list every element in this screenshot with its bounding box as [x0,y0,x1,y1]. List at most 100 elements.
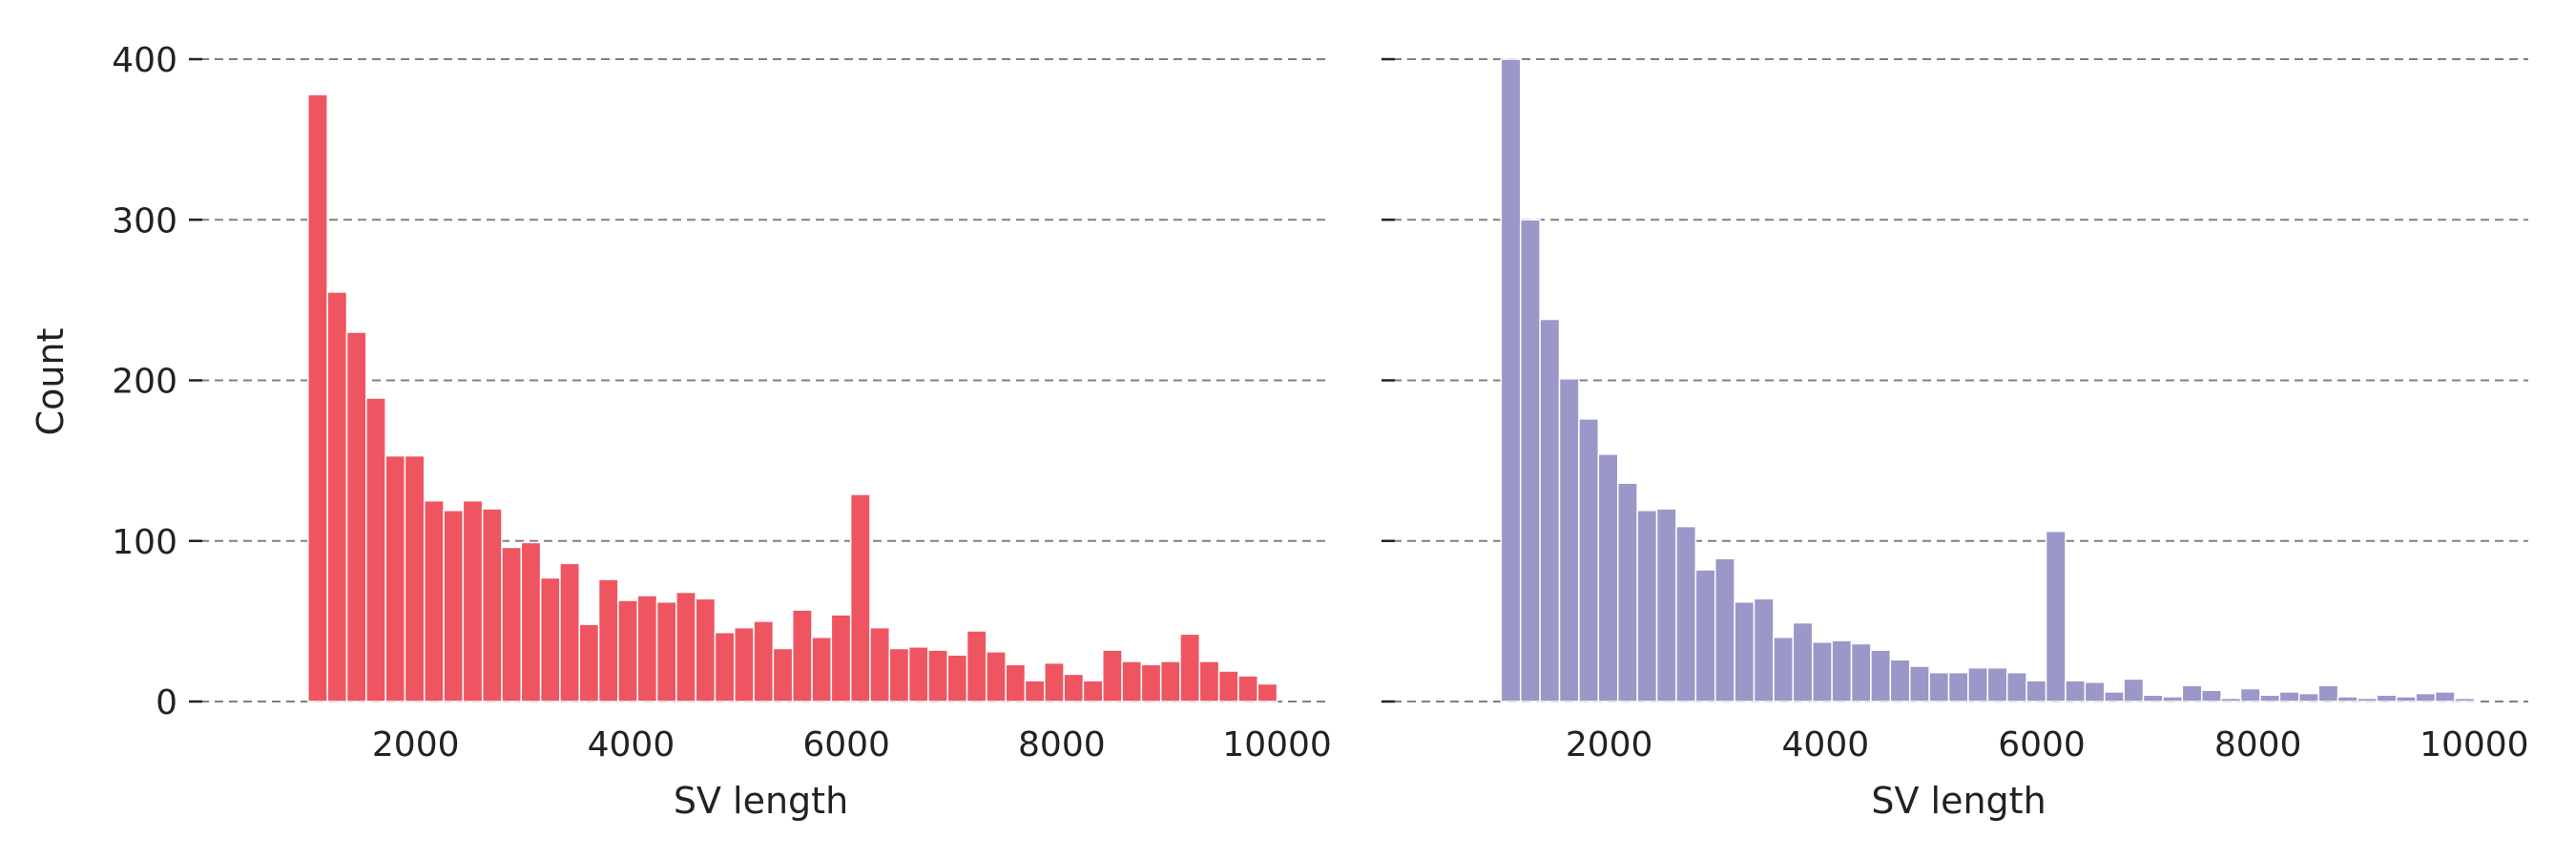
x-tick-label: 10000 [2420,725,2529,765]
histogram-bar [1597,453,1619,702]
histogram-bar [1500,58,1522,702]
histogram-bar [2084,681,2106,702]
histogram-bar [986,651,1007,702]
histogram-bar [1237,675,1259,702]
histogram-bar [539,576,561,702]
histogram-bar [443,510,465,702]
histogram-bar [1675,525,1697,702]
histogram-bar [2162,696,2184,702]
histogram-bar [2123,678,2145,702]
histogram-bar [1082,680,1104,702]
x-tick-label: 6000 [1998,725,2086,765]
histogram-bar [1101,649,1123,702]
histogram-bar [501,546,523,702]
y-tick-label: 200 [112,363,177,402]
histogram-bar [1005,663,1027,702]
histogram-bar [1714,557,1735,702]
histogram-bar [1257,682,1278,702]
histogram-bar [2045,530,2067,702]
x-tick-label: 6000 [802,725,890,765]
histogram-bar [791,609,813,702]
histogram-bar [1792,621,1814,702]
histogram-bar [1198,660,1220,702]
y-tick-label: 400 [112,41,177,80]
x-axis-label: SV length [674,780,848,822]
histogram-bar [907,646,929,702]
histogram-bar [1063,673,1085,702]
histogram-bar [1044,661,1065,702]
histogram-bar [2200,689,2222,702]
histogram-bar [2259,694,2281,702]
histogram-bar [2317,684,2339,702]
histogram-bar [2065,680,2087,702]
histogram-bar [1655,508,1677,702]
histogram-bar [1947,671,1969,702]
histogram-bar [2434,691,2456,702]
histogram-bar [1850,642,1872,702]
histogram-bar [2181,684,2203,702]
histogram-bar [2337,696,2358,702]
histogram-bar [2142,694,2164,702]
y-tick-label: 0 [156,683,177,723]
histogram-bar [2239,687,2261,702]
histogram-bar [559,562,581,702]
histogram-bar [307,94,328,702]
histogram-bar [520,541,542,702]
histogram-bar [849,493,871,702]
histogram-bar [326,291,348,702]
histogram-bar [2357,697,2379,702]
histogram-bar [2454,697,2476,702]
histogram-bar [1908,665,1930,702]
histogram-bar [1734,600,1755,702]
histogram-bar [578,623,600,702]
histogram-bar [772,647,794,702]
histogram-bar [1140,663,1162,702]
x-tick-label: 8000 [2214,725,2302,765]
histogram-bar [423,499,445,702]
x-tick-label: 4000 [588,725,675,765]
histogram-bar [481,508,503,702]
histogram-bar [1636,510,1658,702]
histogram-bar [1024,680,1046,702]
x-tick-label: 10000 [1222,725,1332,765]
histogram-bar [1811,640,1833,702]
y-tick-label: 100 [112,523,177,562]
histogram-bar [1889,659,1911,702]
histogram-bar [462,499,484,702]
x-tick-label: 8000 [1018,725,1106,765]
x-tick-label: 2000 [1566,725,1653,765]
histogram-bar [1831,639,1853,702]
histogram-bar [734,626,755,702]
histogram-bar [830,614,852,702]
histogram-bar [2297,692,2319,702]
histogram-bar [1986,666,2008,702]
histogram-bar [655,600,677,702]
histogram-bar [946,654,968,702]
histogram-bar [636,595,658,702]
histogram-bar [966,630,987,702]
histogram-bar [1159,660,1181,702]
histogram-bar [1773,636,1795,702]
histogram-bar [1539,318,1561,702]
y-axis-label: Count [30,328,72,436]
histogram-bar [1616,482,1638,702]
histogram-bar [1578,418,1600,702]
x-axis-label: SV length [1871,780,2046,822]
histogram-bar [1753,597,1775,702]
y-tick-label: 300 [112,201,177,241]
histogram-panel-left: 0 100 200 300 400 2000 4000 6000 8000 10000 SV len… [30,41,1332,822]
histogram-bar [1928,671,1950,702]
histogram-bar [1870,649,1892,702]
histogram-bar [695,597,717,702]
histogram-bar [597,578,619,702]
histogram-bar [927,649,948,702]
histogram-bar [384,454,406,702]
histogram-bar [617,599,638,702]
histogram-bar [1519,219,1541,702]
histogram-panel-right: 2000 4000 6000 8000 10000 SV length [1381,57,2529,822]
histogram-bar [2025,680,2047,702]
histogram-bar [2415,692,2437,702]
histogram-bar [2220,697,2242,702]
histogram-bar [753,620,775,702]
